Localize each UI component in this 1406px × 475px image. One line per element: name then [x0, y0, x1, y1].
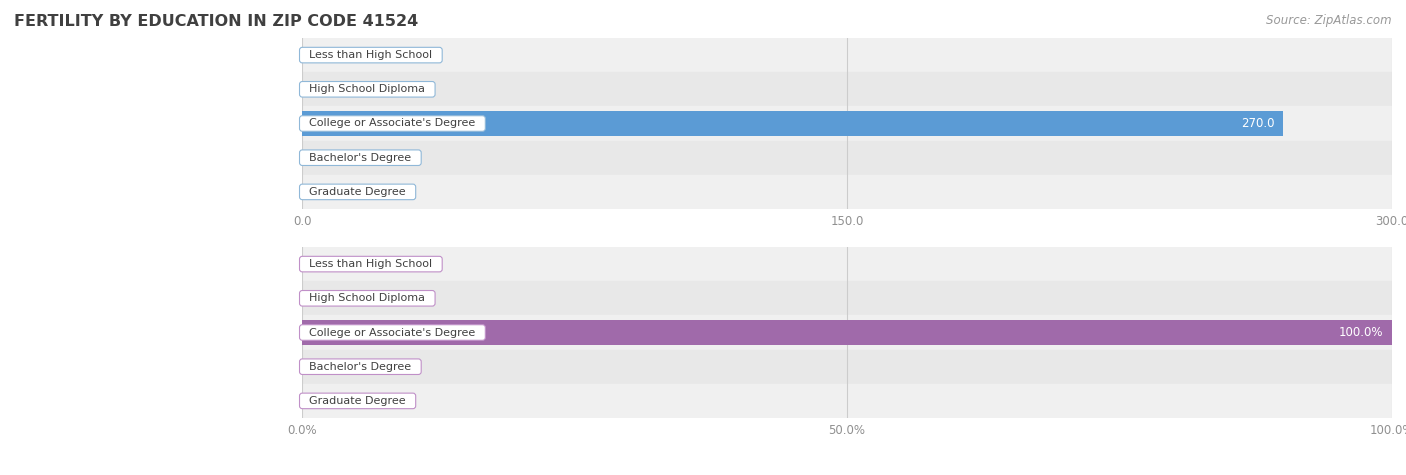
Text: 100.0%: 100.0% — [1339, 326, 1384, 339]
Text: FERTILITY BY EDUCATION IN ZIP CODE 41524: FERTILITY BY EDUCATION IN ZIP CODE 41524 — [14, 14, 419, 29]
Text: 0.0: 0.0 — [314, 83, 332, 96]
Bar — [302, 72, 1392, 106]
Bar — [302, 38, 1392, 72]
Text: 0.0: 0.0 — [314, 151, 332, 164]
Text: College or Associate's Degree: College or Associate's Degree — [302, 118, 482, 129]
Bar — [302, 247, 1392, 281]
Text: 0.0%: 0.0% — [314, 394, 343, 408]
Text: 0.0%: 0.0% — [314, 257, 343, 271]
Bar — [302, 350, 1392, 384]
Text: Bachelor's Degree: Bachelor's Degree — [302, 152, 419, 163]
Bar — [302, 281, 1392, 315]
Bar — [302, 106, 1392, 141]
Text: 270.0: 270.0 — [1240, 117, 1274, 130]
Bar — [302, 384, 1392, 418]
Text: Graduate Degree: Graduate Degree — [302, 187, 413, 197]
Text: Less than High School: Less than High School — [302, 50, 440, 60]
Text: 0.0: 0.0 — [314, 48, 332, 62]
Bar — [302, 320, 1392, 345]
Text: High School Diploma: High School Diploma — [302, 293, 432, 304]
Text: Less than High School: Less than High School — [302, 259, 440, 269]
Text: Graduate Degree: Graduate Degree — [302, 396, 413, 406]
Text: College or Associate's Degree: College or Associate's Degree — [302, 327, 482, 338]
Text: High School Diploma: High School Diploma — [302, 84, 432, 95]
Text: 0.0%: 0.0% — [314, 292, 343, 305]
Text: 0.0: 0.0 — [314, 185, 332, 199]
Bar — [302, 315, 1392, 350]
Bar — [302, 175, 1392, 209]
Bar — [302, 111, 1284, 136]
Text: Bachelor's Degree: Bachelor's Degree — [302, 361, 419, 372]
Bar — [302, 141, 1392, 175]
Text: Source: ZipAtlas.com: Source: ZipAtlas.com — [1267, 14, 1392, 27]
Text: 0.0%: 0.0% — [314, 360, 343, 373]
